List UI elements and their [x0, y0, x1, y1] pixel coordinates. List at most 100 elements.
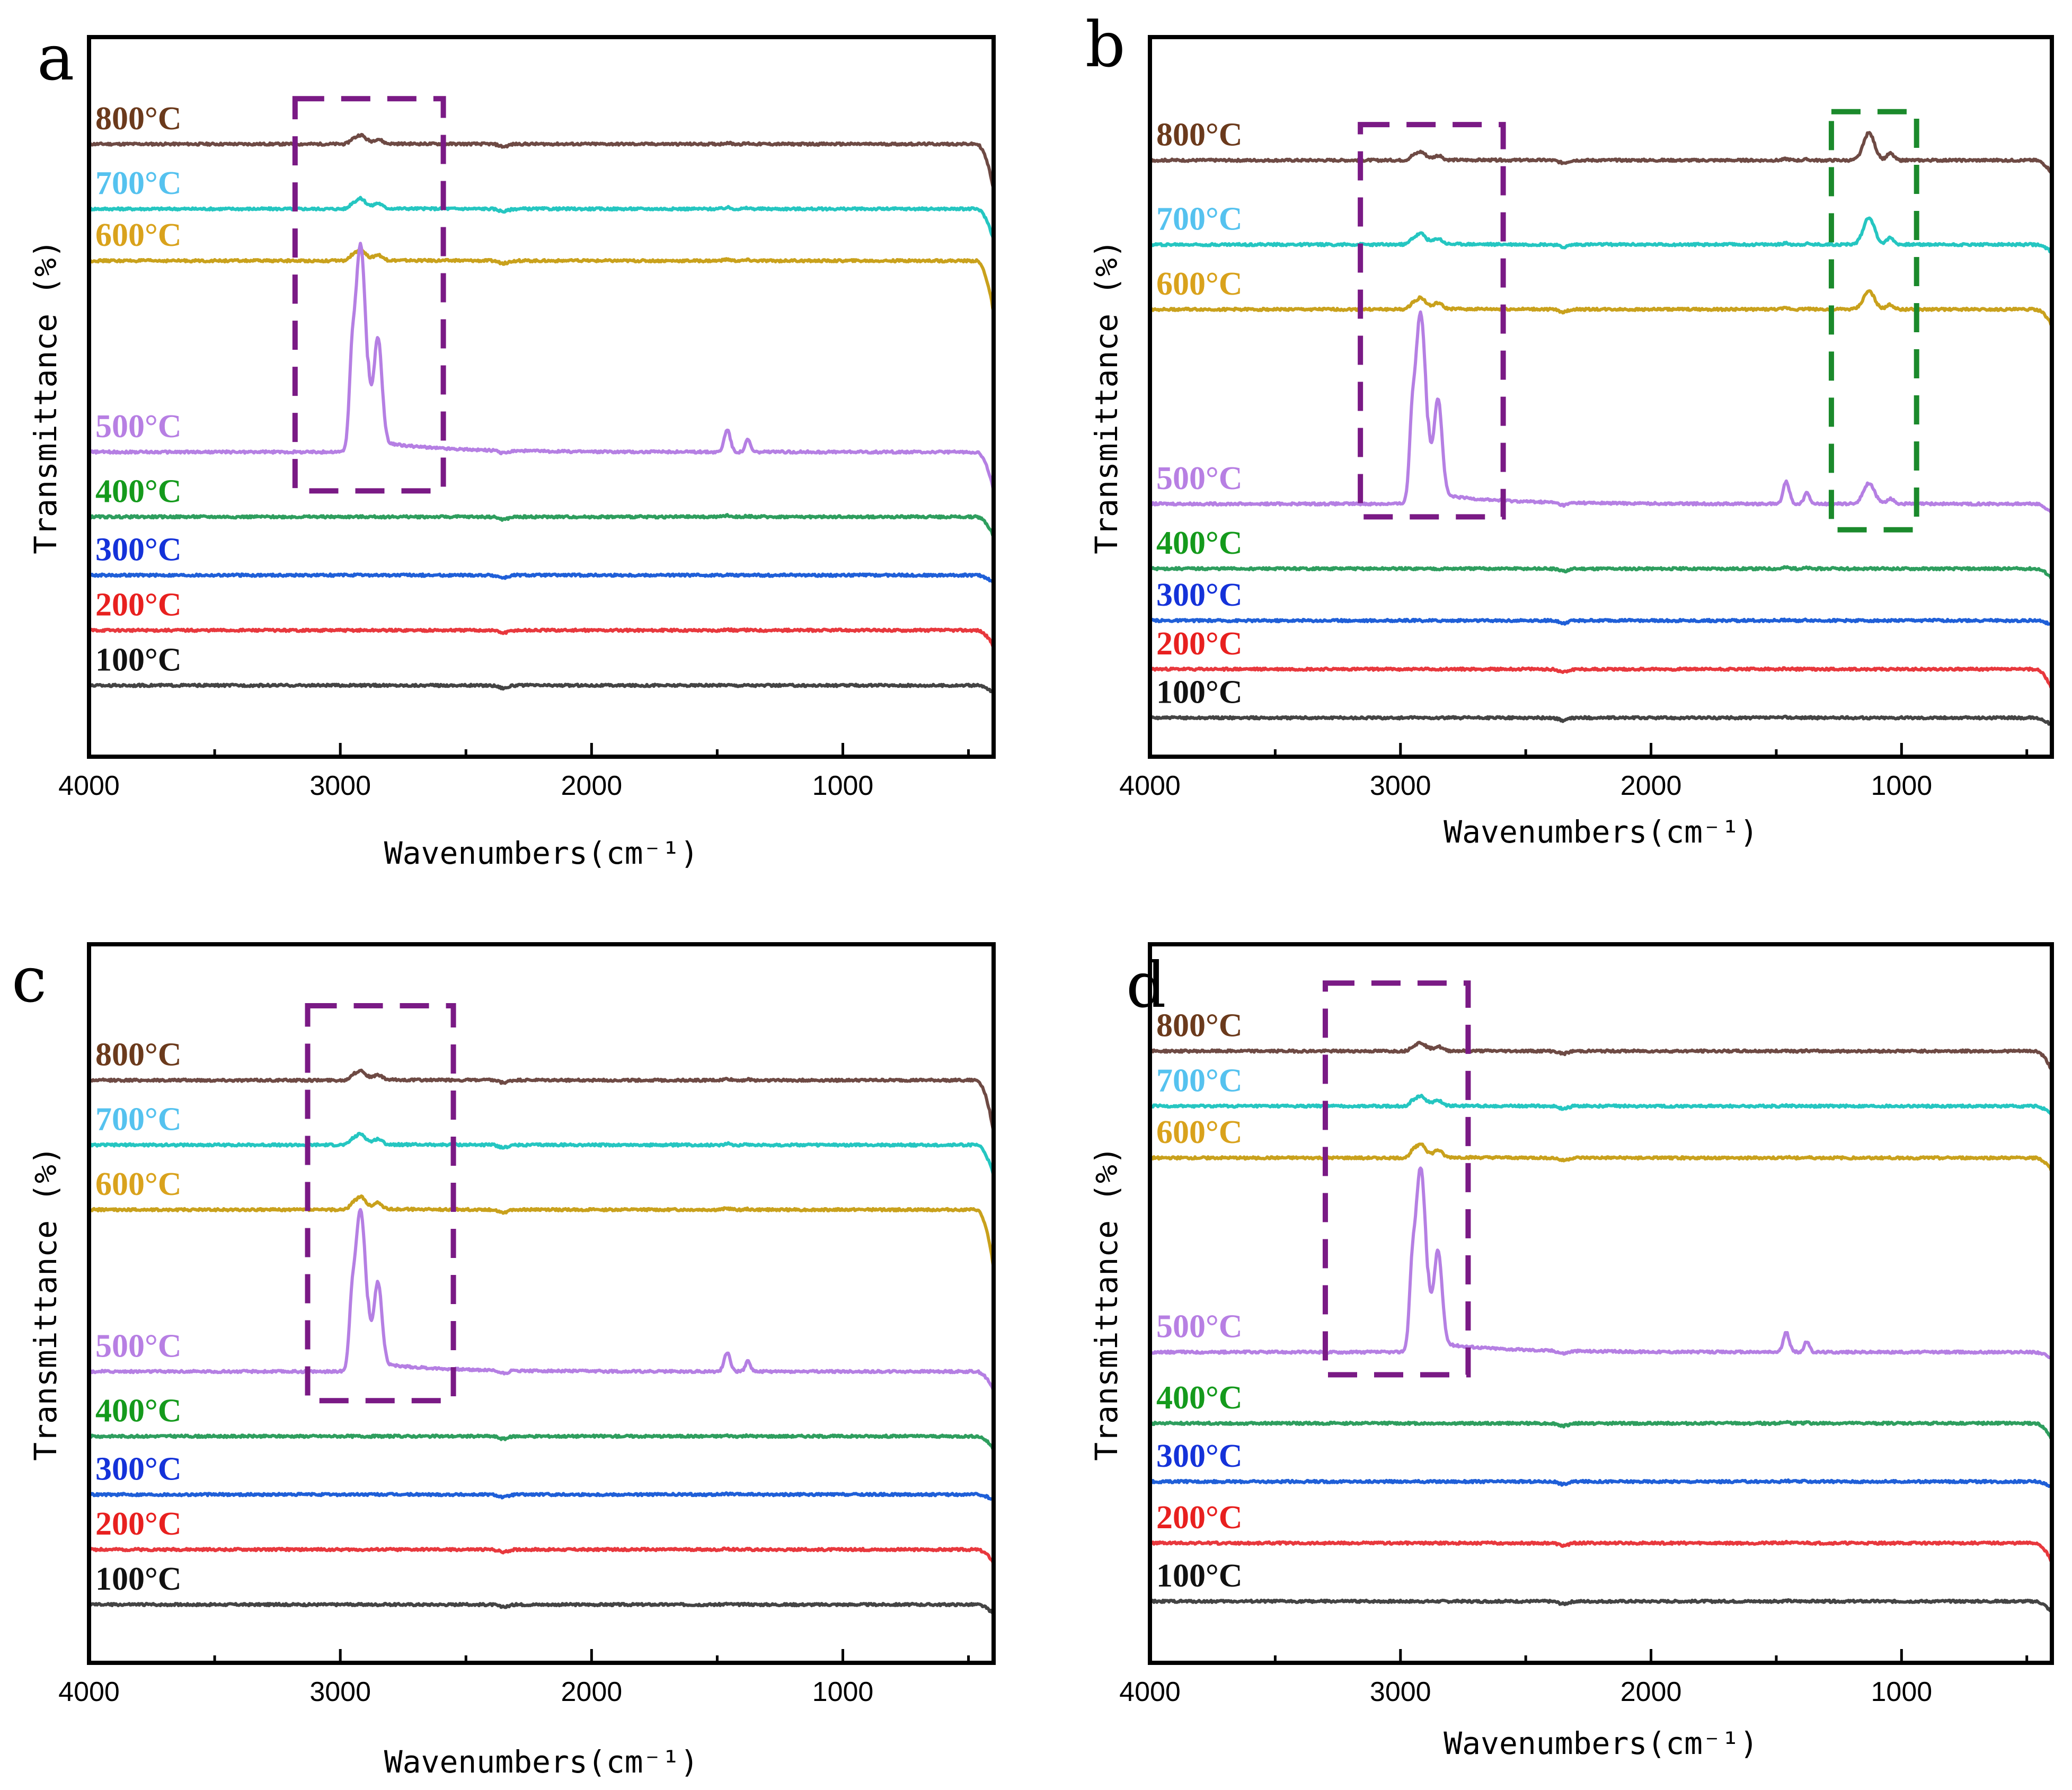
spectrum-a-100c — [87, 683, 995, 694]
x-axis-title-unit: (cm⁻¹) — [1647, 814, 1758, 850]
x-axis-title-text: Wavenumbers — [1444, 814, 1647, 850]
x-axis-title-b: Wavenumbers(cm⁻¹) — [1444, 814, 1758, 850]
series-label-c-400c: 400°C — [95, 1393, 182, 1429]
spectrum-b-500c — [1148, 310, 2053, 516]
spectrum-a-500c — [87, 242, 995, 493]
spectrum-d-400c — [1148, 1420, 2053, 1441]
plot-frame-c — [87, 942, 996, 1665]
spectrum-d-100c — [1148, 1598, 2053, 1615]
spectrum-b-200c — [1148, 666, 2053, 689]
spectrum-c-800c — [87, 1068, 995, 1133]
x-axis-title-text: Wavenumbers — [384, 1744, 588, 1780]
highlight-box-b-green — [1828, 109, 1919, 533]
spectrum-b-100c — [1148, 714, 2053, 727]
series-label-c-100c: 100°C — [95, 1561, 182, 1597]
spectrum-a-600c — [87, 247, 995, 314]
series-label-c-200c: 200°C — [95, 1506, 182, 1542]
panel-letter-a: a — [37, 21, 74, 94]
y-axis-title-b: Transmittance (%) — [1088, 240, 1124, 554]
spectrum-c-400c — [87, 1433, 995, 1452]
x-tick-label-c-2000: 2000 — [561, 1677, 622, 1707]
series-label-d-800c: 800°C — [1156, 1008, 1243, 1044]
x-tick-label-c-4000: 4000 — [58, 1677, 120, 1707]
series-label-b-200c: 200°C — [1156, 626, 1243, 662]
series-label-a-600c: 600°C — [95, 217, 182, 253]
x-axis-title-text: Wavenumbers — [384, 835, 588, 871]
series-label-a-300c: 300°C — [95, 531, 182, 568]
series-label-b-400c: 400°C — [1156, 525, 1243, 561]
series-label-a-400c: 400°C — [95, 473, 182, 509]
x-tick-label-d-3000: 3000 — [1370, 1677, 1431, 1707]
y-axis-title-c: Transmittance (%) — [28, 1146, 64, 1461]
spectrum-c-600c — [87, 1194, 995, 1270]
series-label-a-100c: 100°C — [95, 642, 182, 678]
series-label-d-700c: 700°C — [1156, 1062, 1243, 1098]
plot-frame-b — [1148, 35, 2054, 759]
spectrum-d-300c — [1148, 1478, 2053, 1489]
x-tick-label-b-2000: 2000 — [1621, 770, 1682, 801]
series-label-b-100c: 100°C — [1156, 675, 1243, 711]
x-tick-label-a-1000: 1000 — [812, 770, 874, 801]
x-axis-title-text: Wavenumbers — [1444, 1725, 1647, 1761]
x-axis-title-unit: (cm⁻¹) — [1647, 1725, 1758, 1761]
x-axis-title-unit: (cm⁻¹) — [588, 835, 699, 871]
spectrum-b-400c — [1148, 565, 2053, 581]
x-axis-title-a: Wavenumbers(cm⁻¹) — [384, 835, 699, 871]
plot-frame-a — [87, 35, 996, 759]
series-label-a-700c: 700°C — [95, 165, 182, 201]
series-label-b-800c: 800°C — [1156, 117, 1243, 153]
y-axis-title-d: Transmittance (%) — [1088, 1146, 1124, 1461]
series-label-d-500c: 500°C — [1156, 1309, 1243, 1345]
spectrum-c-700c — [87, 1131, 995, 1178]
spectrum-b-800c — [1148, 131, 2053, 174]
x-tick-label-a-4000: 4000 — [58, 770, 120, 801]
series-label-d-300c: 300°C — [1156, 1438, 1243, 1474]
series-label-c-600c: 600°C — [95, 1166, 182, 1202]
x-axis-title-d: Wavenumbers(cm⁻¹) — [1444, 1725, 1758, 1761]
x-tick-label-b-4000: 4000 — [1119, 770, 1181, 801]
x-tick-label-a-2000: 2000 — [561, 770, 622, 801]
series-label-d-200c: 200°C — [1156, 1500, 1243, 1536]
series-label-c-700c: 700°C — [95, 1102, 182, 1138]
spectrum-a-700c — [87, 196, 995, 241]
spectrum-d-500c — [1148, 1166, 2053, 1361]
x-tick-label-d-1000: 1000 — [1871, 1677, 1932, 1707]
spectrum-b-700c — [1148, 216, 2053, 254]
series-label-b-500c: 500°C — [1156, 460, 1243, 497]
y-axis-title-a: Transmittance (%) — [28, 240, 64, 554]
x-axis-title-unit: (cm⁻¹) — [588, 1744, 699, 1780]
plot-frame-d — [1148, 942, 2054, 1665]
panel-letter-d: d — [1126, 949, 1166, 1022]
x-axis-title-c: Wavenumbers(cm⁻¹) — [384, 1744, 699, 1780]
spectrum-a-400c — [87, 513, 995, 538]
highlight-box-c-purple — [305, 1003, 456, 1404]
x-tick-label-c-1000: 1000 — [812, 1677, 874, 1707]
series-label-a-500c: 500°C — [95, 409, 182, 445]
highlight-box-a-purple — [292, 96, 446, 494]
x-tick-label-c-3000: 3000 — [309, 1677, 371, 1707]
panel-a: 800°C 700°C 600°C 500°C 400°C 300°C 200°C 100°C… — [28, 21, 996, 871]
highlight-box-b-purple — [1358, 122, 1506, 520]
spectrum-c-500c — [87, 1208, 995, 1394]
spectrum-c-300c — [87, 1491, 995, 1501]
x-tick-label-d-2000: 2000 — [1621, 1677, 1682, 1707]
series-label-b-600c: 600°C — [1156, 266, 1243, 302]
x-tick-label-b-1000: 1000 — [1871, 770, 1932, 801]
panel-c: 800°C 700°C 600°C 500°C 400°C 300°C 200°C 100°C… — [12, 942, 996, 1780]
series-label-c-300c: 300°C — [95, 1451, 182, 1487]
series-label-d-100c: 100°C — [1156, 1558, 1243, 1594]
series-label-a-200c: 200°C — [95, 587, 182, 623]
series-label-a-800c: 800°C — [95, 101, 182, 137]
series-label-b-300c: 300°C — [1156, 577, 1243, 613]
panel-letter-b: b — [1085, 8, 1126, 81]
spectrum-a-800c — [87, 132, 995, 190]
spectrum-b-300c — [1148, 617, 2053, 628]
spectrum-d-700c — [1148, 1094, 2053, 1118]
x-tick-label-d-4000: 4000 — [1119, 1677, 1181, 1707]
panel-letter-c: c — [12, 943, 47, 1016]
series-label-d-600c: 600°C — [1156, 1114, 1243, 1150]
spectrum-a-300c — [87, 572, 995, 586]
x-tick-label-b-3000: 3000 — [1370, 770, 1431, 801]
spectrum-b-600c — [1148, 289, 2053, 327]
